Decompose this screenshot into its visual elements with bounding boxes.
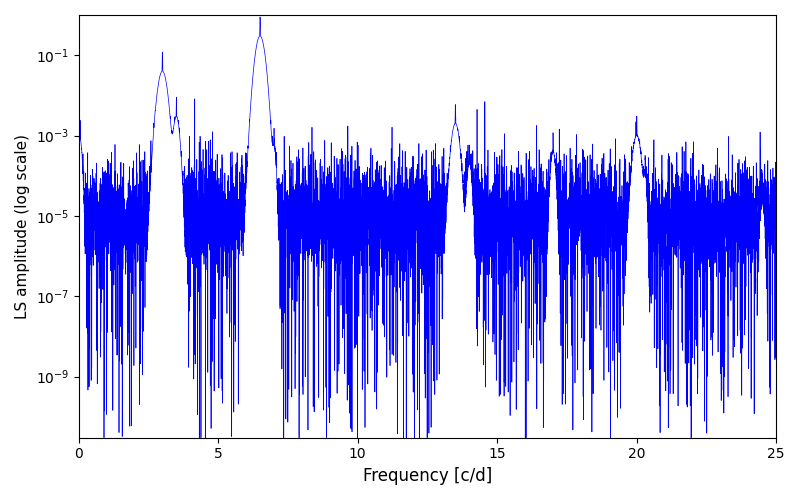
X-axis label: Frequency [c/d]: Frequency [c/d] [363,467,492,485]
Y-axis label: LS amplitude (log scale): LS amplitude (log scale) [15,134,30,319]
